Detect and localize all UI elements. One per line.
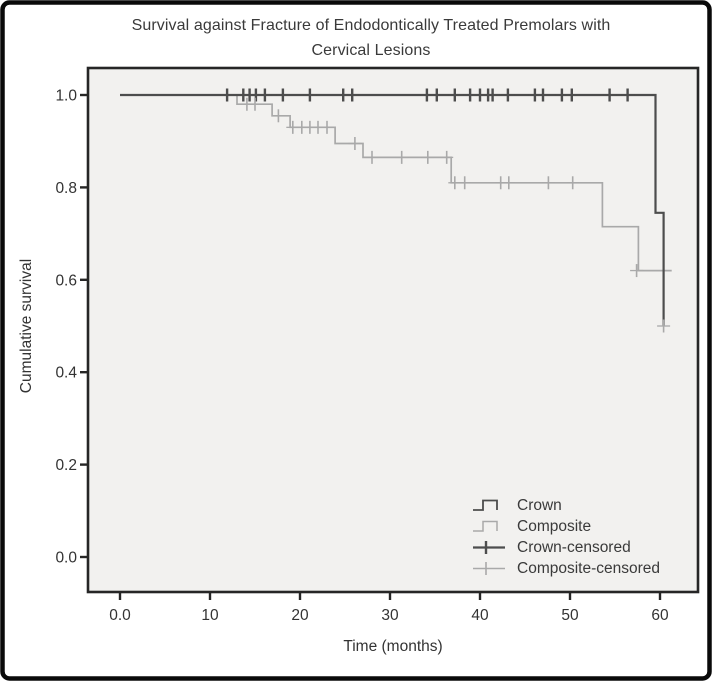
x-axis-tick-label: 40 <box>471 607 489 624</box>
legend-label-crown-censored: Crown-censored <box>517 538 631 556</box>
y-axis-tick-label: 1.0 <box>55 88 77 105</box>
x-axis-tick-label: 20 <box>291 607 309 624</box>
x-axis-tick-label: 60 <box>651 607 669 624</box>
y-axis-title: Cumulative survival <box>18 258 35 394</box>
plot-frame <box>86 66 700 594</box>
composite-step-symbol <box>473 520 498 532</box>
x-axis-tick-label: 10 <box>201 607 219 624</box>
x-axis-tick-label: 0.0 <box>109 607 131 624</box>
x-axis-title: Time (months) <box>343 638 443 655</box>
legend: Crown Composite Crown-censored Composite… <box>472 495 660 579</box>
composite-censored-symbol <box>473 562 505 575</box>
crown-censored-symbol <box>473 541 505 554</box>
legend-label-crown: Crown <box>517 496 562 514</box>
chart-title: Survival against Fracture of Endodontica… <box>30 13 712 63</box>
x-axis-tick-label: 30 <box>381 607 399 624</box>
legend-label-composite-censored: Composite-censored <box>517 559 661 577</box>
composite-censored-marks <box>240 97 671 333</box>
crown-step-symbol <box>473 499 498 511</box>
x-axis-tick-label: 50 <box>561 607 579 624</box>
legend-row-crown: Crown <box>472 495 660 516</box>
legend-row-composite-censored: Composite-censored <box>472 558 660 579</box>
y-axis-tick-label: 0.4 <box>55 365 77 382</box>
legend-row-composite: Composite <box>472 516 660 537</box>
legend-row-crown-censored: Crown-censored <box>472 537 660 558</box>
legend-label-composite: Composite <box>517 517 592 535</box>
y-axis-tick-label: 0.0 <box>55 550 77 567</box>
plot-area-background <box>88 68 698 592</box>
chart-title-line2: Cervical Lesions <box>311 42 431 59</box>
crown-censored-marks <box>220 88 635 102</box>
y-axis-tick-label: 0.8 <box>55 180 77 197</box>
y-axis-tick-label: 0.6 <box>55 272 77 289</box>
chart-title-line1: Survival against Fracture of Endodontica… <box>131 17 611 34</box>
y-axis-tick-label: 0.2 <box>55 457 77 474</box>
